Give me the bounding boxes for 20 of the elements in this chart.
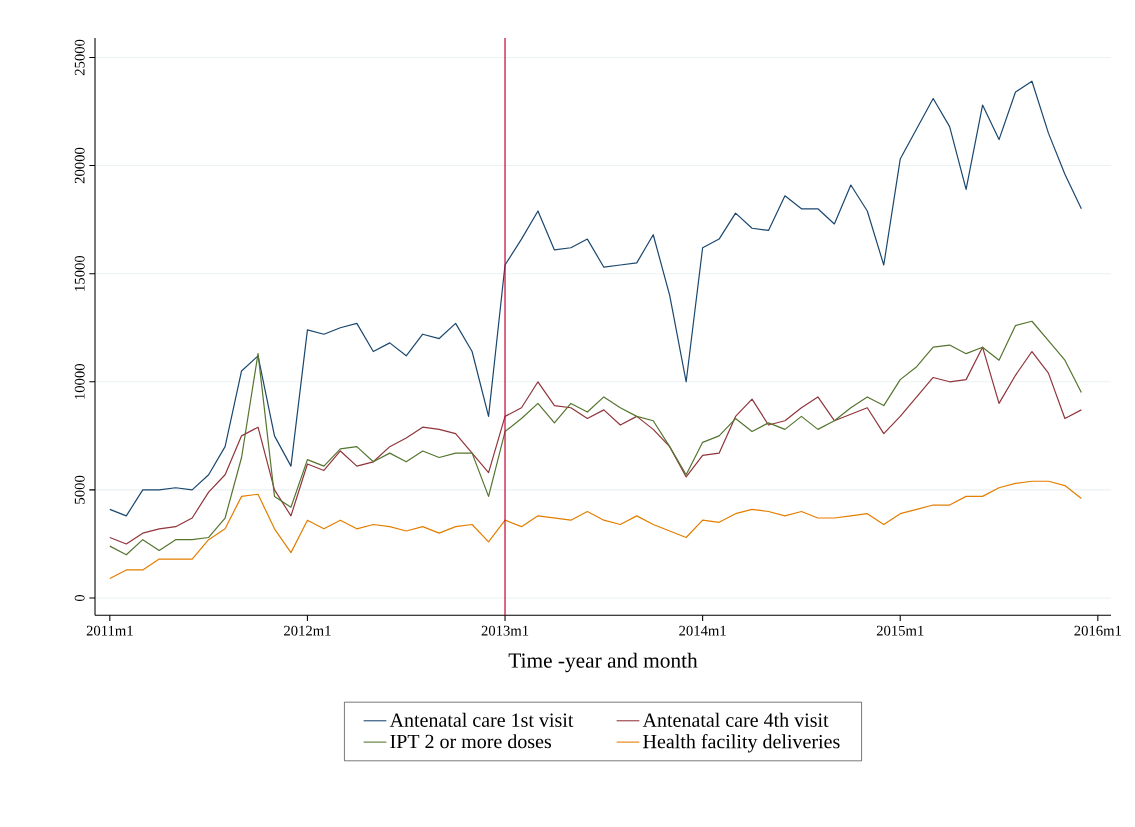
- y-tick-label: 25000: [74, 39, 85, 76]
- line-series: [109, 346, 1082, 545]
- x-tick-label: 2013m1: [481, 625, 529, 636]
- x-axis-title: Time -year and month: [508, 652, 698, 673]
- x-tick-label: 2012m1: [284, 625, 331, 636]
- y-tick-label: 15000: [74, 255, 85, 291]
- x-tick-label: 2015m1: [876, 625, 924, 636]
- x-tick-label: 2014m1: [679, 625, 726, 636]
- legend-label: Antenatal care 4th visit: [642, 712, 829, 727]
- legend-label: Antenatal care 1st visit: [389, 712, 574, 727]
- line-series: [109, 80, 1082, 517]
- y-tick-label: 10000: [74, 364, 85, 399]
- line-series: [109, 320, 1082, 556]
- y-tick-label: 20000: [74, 147, 85, 184]
- legend-label: IPT 2 or more doses: [390, 734, 552, 749]
- x-tick-label: 2016m1: [1074, 625, 1121, 636]
- y-tick-label: 0: [74, 594, 85, 602]
- y-tick-label: 5000: [74, 475, 85, 504]
- x-tick-label: 2011m1: [86, 625, 133, 636]
- legend-label: Health facility deliveries: [643, 734, 840, 753]
